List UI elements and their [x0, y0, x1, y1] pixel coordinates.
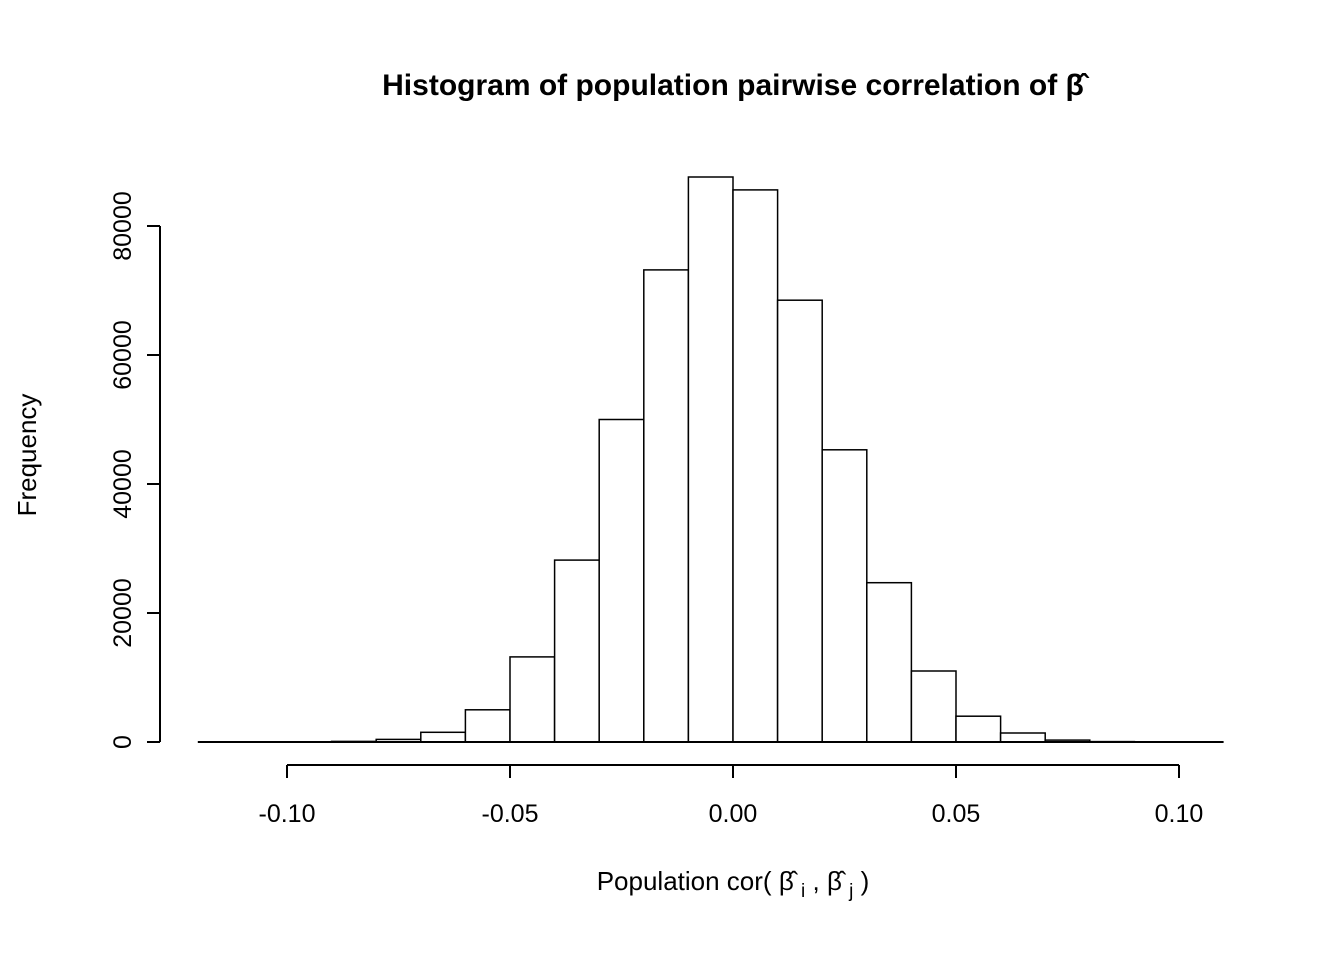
- subscript-i: i: [801, 881, 805, 902]
- histogram-bar: [910, 670, 957, 743]
- beta-hat-i-symbol: β̂: [779, 866, 799, 896]
- histogram-bar: [553, 559, 600, 743]
- x-axis-label-separator: ,: [813, 866, 827, 896]
- histogram-bar: [464, 709, 511, 743]
- y-axis-tick-label: 60000: [109, 320, 137, 390]
- subscript-j: j: [848, 881, 853, 902]
- x-axis-tick-label: -0.05: [482, 800, 539, 828]
- histogram-bar: [866, 581, 913, 743]
- histogram-bar: [420, 731, 467, 743]
- histogram-bar: [687, 176, 734, 743]
- histogram-bar: [821, 449, 868, 743]
- histogram-bar: [955, 715, 1002, 743]
- x-axis: -0.10 -0.05 0.00 0.05 0.10: [259, 764, 1204, 828]
- y-axis-tick-label: 80000: [109, 191, 137, 261]
- x-axis-tick-label: 0.05: [932, 800, 981, 828]
- histogram-bar: [999, 732, 1046, 743]
- histogram-bar: [509, 656, 556, 743]
- x-axis-tick-label: 0.10: [1155, 800, 1204, 828]
- beta-hat-j-symbol: β̂: [827, 866, 847, 896]
- chart-title: Histogram of population pairwise correla…: [382, 69, 1090, 102]
- histogram-bar: [732, 189, 779, 743]
- x-axis-tick-label: -0.10: [259, 800, 316, 828]
- y-axis-tick-label: 20000: [109, 578, 137, 648]
- x-axis-label-suffix: ): [861, 866, 870, 896]
- x-axis-label: Population cor( β̂ i , β̂ j ): [597, 866, 870, 903]
- y-axis: 0 20000 40000 60000 80000: [109, 191, 161, 749]
- y-axis-tick-label: 0: [109, 735, 137, 749]
- x-axis-tick-label: 0.00: [709, 800, 758, 828]
- y-axis-label: Frequency: [12, 394, 42, 517]
- histogram-bar: [776, 299, 823, 743]
- y-axis-tick-label: 40000: [109, 449, 137, 519]
- histogram-bar: [598, 418, 645, 743]
- histogram-bar: [643, 269, 690, 743]
- x-axis-label-prefix: Population cor(: [597, 866, 772, 896]
- histogram-bars: [330, 176, 1136, 743]
